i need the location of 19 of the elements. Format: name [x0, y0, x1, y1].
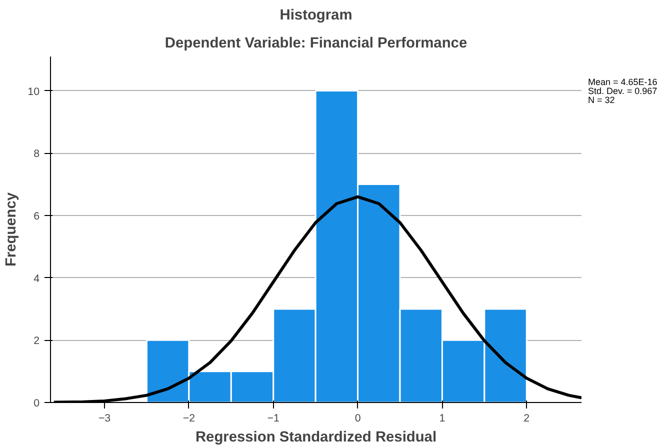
y-tick-label: 8	[34, 148, 40, 160]
chart-subtitle: Dependent Variable: Financial Performance	[164, 36, 468, 52]
text: N = 32	[588, 95, 615, 105]
y-tick-label: 6	[34, 210, 40, 222]
y-axis-title: Frequency	[4, 192, 20, 267]
chart-title: Histogram	[280, 8, 352, 24]
x-tick-label: −1	[267, 412, 280, 424]
text: Mean = 4.65E-16	[588, 77, 658, 87]
x-tick-label: 1	[439, 412, 446, 424]
text: Std. Dev. = 0.967	[588, 86, 658, 96]
x-tick-label: 0	[354, 412, 361, 424]
x-tick-label: −3	[98, 412, 111, 424]
x-axis-title: Regression Standardized Residual	[195, 430, 437, 446]
y-tick-label: 2	[34, 335, 40, 348]
y-tick-label: 0	[34, 398, 40, 410]
y-tick-label: 4	[34, 272, 40, 285]
x-tick-label: −2	[182, 412, 196, 424]
x-tick-label: 2	[524, 412, 530, 424]
y-tick-label: 10	[28, 86, 40, 98]
